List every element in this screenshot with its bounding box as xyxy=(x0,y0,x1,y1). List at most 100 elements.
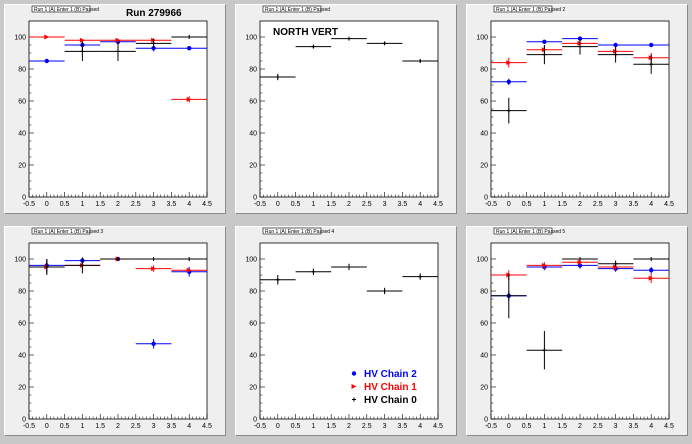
y-tick-label: 60 xyxy=(18,99,26,106)
data-point xyxy=(506,60,512,66)
x-tick-label: 0 xyxy=(507,423,511,430)
x-tick-label: 0 xyxy=(507,201,511,208)
y-tick-label: 40 xyxy=(249,131,257,138)
data-point xyxy=(382,41,387,46)
data-point xyxy=(506,293,511,298)
y-tick-label: 0 xyxy=(253,417,257,424)
x-tick-label: 4 xyxy=(187,201,191,208)
x-tick-label: 4 xyxy=(187,423,191,430)
title-box-text: Run 1 (A) Enter 1 (B) Passed xyxy=(265,7,330,13)
plot-5: Run 1 (A) Enter 1 (B) Passed 40204060801… xyxy=(245,227,443,430)
title-box-text: Run 1 (A) Enter 1 (B) Passed 2 xyxy=(496,7,565,13)
data-point xyxy=(347,265,351,269)
data-point xyxy=(151,341,156,346)
data-point xyxy=(80,263,85,268)
x-tick-label: 1.5 xyxy=(557,201,567,208)
series-hv-chain-0 xyxy=(491,38,669,124)
x-tick-label: 2 xyxy=(116,423,120,430)
data-point xyxy=(382,289,387,293)
x-tick-label: 0 xyxy=(45,201,49,208)
data-point xyxy=(186,267,192,273)
y-tick-label: 80 xyxy=(249,67,257,74)
plot-frame xyxy=(259,20,439,198)
title-box xyxy=(262,5,322,13)
x-tick-label: 3.5 xyxy=(398,423,408,430)
data-point xyxy=(115,37,121,43)
series-hv-chain-0 xyxy=(260,263,438,295)
x-tick-label: 4.5 xyxy=(664,201,674,208)
legend-marker-hv-chain-0 xyxy=(352,397,356,402)
annotation-text: Run 279966 xyxy=(126,8,182,19)
x-tick-label: 3 xyxy=(614,423,618,430)
plot-frame xyxy=(28,242,208,420)
x-tick-label: 1 xyxy=(542,201,546,208)
data-point xyxy=(542,348,547,353)
pad-1: Run 1 (A) Enter 1 (B) Passed 0 20 40 60 80 100… xyxy=(4,4,226,214)
y-tick-label: 20 xyxy=(18,163,26,170)
data-point xyxy=(577,259,583,265)
x-tick-label: 1 xyxy=(80,201,84,208)
title-box-text: Run 1 (A) Enter 1 (B) Passed xyxy=(34,7,99,13)
x-tick-label: 2.5 xyxy=(362,201,372,208)
title-box xyxy=(493,5,553,13)
data-point xyxy=(649,42,654,48)
y-tick-label: 20 xyxy=(480,385,488,392)
data-point xyxy=(613,261,618,266)
data-point xyxy=(613,52,618,57)
data-point xyxy=(44,58,49,64)
x-tick-label: 2.5 xyxy=(131,201,141,208)
plot-6: Run 1 (A) Enter 1 (B) Passed 50204060801… xyxy=(476,227,674,430)
data-point xyxy=(577,263,583,268)
data-point xyxy=(275,277,280,282)
x-tick-label: 3 xyxy=(383,423,387,430)
x-tick-label: 4 xyxy=(418,201,422,208)
legend-marker-hv-chain-1 xyxy=(351,384,357,389)
y-tick-label: 40 xyxy=(249,353,257,360)
x-tick-label: 1 xyxy=(311,423,315,430)
title-box xyxy=(493,227,553,235)
y-tick-label: 40 xyxy=(480,131,488,138)
y-tick-label: 0 xyxy=(484,195,488,202)
x-tick-label: 1.5 xyxy=(95,201,105,208)
x-tick-label: 0.5 xyxy=(522,423,532,430)
data-point xyxy=(79,37,85,43)
x-tick-label: 2.5 xyxy=(362,423,372,430)
data-point xyxy=(506,108,511,113)
title-box-text: Run 1 (A) Enter 1 (B) Passed 3 xyxy=(34,229,103,235)
y-tick-label: 20 xyxy=(249,163,257,170)
title-box xyxy=(262,227,322,235)
x-tick-label: 3 xyxy=(614,201,618,208)
x-tick-label: -0.5 xyxy=(485,201,497,208)
legend-marker-hv-chain-2 xyxy=(351,371,357,376)
x-tick-label: 2 xyxy=(347,423,351,430)
title-box-text: Run 1 (A) Enter 1 (B) Passed 5 xyxy=(496,229,565,235)
plot-3: Run 1 (A) Enter 1 (B) Passed 20204060801… xyxy=(476,5,674,208)
data-point xyxy=(649,62,654,67)
pad-4: Run 1 (A) Enter 1 (B) Passed 3 0 20 40 60 80 1… xyxy=(4,226,226,436)
data-point xyxy=(187,35,192,39)
legend: HV Chain 2 HV Chain 1 HV Chain 0 xyxy=(351,369,417,406)
data-point xyxy=(418,59,423,63)
x-tick-label: 1 xyxy=(80,423,84,430)
plot-1: Run 1 (A) Enter 1 (B) Passed020406080100… xyxy=(14,5,212,208)
data-point xyxy=(578,257,582,261)
y-tick-label: 100 xyxy=(245,35,257,42)
y-tick-label: 80 xyxy=(18,289,26,296)
legend-label: HV Chain 0 xyxy=(364,395,417,406)
y-tick-label: 100 xyxy=(14,35,26,42)
x-tick-label: 3.5 xyxy=(167,423,177,430)
x-tick-label: 0 xyxy=(276,423,280,430)
data-point xyxy=(311,44,316,49)
x-tick-label: 2 xyxy=(578,423,582,430)
x-tick-label: -0.5 xyxy=(254,423,266,430)
title-box xyxy=(31,5,91,13)
x-tick-label: 2.5 xyxy=(131,423,141,430)
series-hv-chain-0 xyxy=(260,36,438,81)
data-point xyxy=(116,49,120,54)
y-tick-label: 60 xyxy=(480,99,488,106)
series-hv-chain-0 xyxy=(64,35,207,61)
x-tick-label: -0.5 xyxy=(23,423,35,430)
data-point xyxy=(151,266,157,272)
annotation-text: NORTH VERT xyxy=(273,27,338,38)
data-point xyxy=(649,268,654,273)
